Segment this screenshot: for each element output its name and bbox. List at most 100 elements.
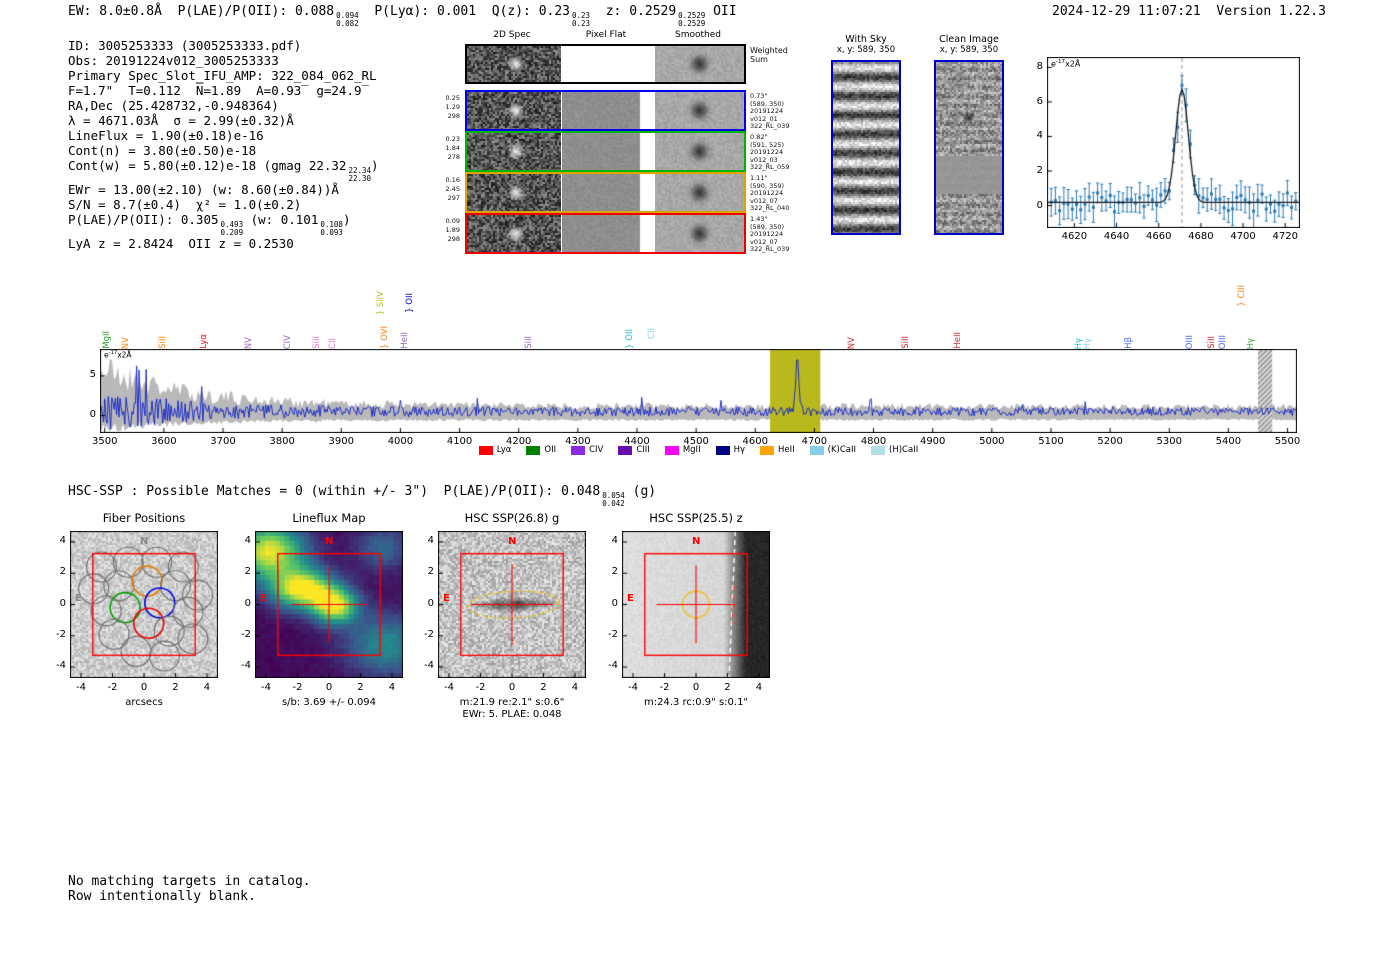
legend-label: (H)CaII <box>889 445 919 455</box>
text-run: RA,Dec (25.428732,-0.948364) <box>68 98 279 113</box>
y-axis-tick-label: 4 <box>427 534 434 546</box>
x-axis-tick-label: 3700 <box>210 436 236 447</box>
y-axis-tick-label: -2 <box>56 628 66 640</box>
panel-xlabel: arcsecs <box>125 697 163 708</box>
legend-item: MgII <box>664 445 701 455</box>
legend-label: HeII <box>778 445 795 455</box>
y-axis-tick-label: -2 <box>608 628 618 640</box>
cutout-left-value: 1.84 <box>445 144 460 152</box>
legend-color-swatch <box>760 445 774 455</box>
sup-sub-fraction: 22.34 22.30 <box>348 167 371 182</box>
x-axis-tick-label: -4 <box>76 682 86 693</box>
y-axis-tick-label: -2 <box>424 628 434 640</box>
emission-line-label: OIII <box>1184 334 1195 349</box>
legend-label: OII <box>544 445 557 455</box>
cutout-annotation: v012_07 <box>750 196 778 205</box>
text-run: EWr = 13.00(±2.10) (w: 8.60(±0.84))Å <box>68 182 339 197</box>
panel-xlabel: m:24.3 rc:0.9" s:0.1" <box>643 697 749 708</box>
info-line: EWr = 13.00(±2.10) (w: 8.60(±0.84))Å <box>68 182 379 197</box>
cutout-annotation: v012_01 <box>750 114 778 123</box>
emission-line-label: HeII <box>400 332 411 349</box>
emission-line-labels: MgII NV SiII Lyα NV CIV SiII CII} OVI} SiIV HeII… <box>100 252 1297 349</box>
full-spectrum-plot: MgII NV SiII Lyα NV CIV SiII CII} OVI} SiIV HeII… <box>90 285 1301 455</box>
sup-value: 0.108 <box>320 220 343 229</box>
spec2d-cutout <box>467 92 561 129</box>
panel-xlabel: m:21.9 re:2.1" s:0.6" <box>459 697 565 708</box>
emission-line-label: Hβ <box>1124 337 1135 349</box>
emission-line-label: SiII <box>311 336 322 349</box>
panel-galaxy <box>438 531 586 678</box>
y-axis-tick-label: 6 <box>1036 95 1043 107</box>
x-axis-tick-label: 3600 <box>151 436 177 447</box>
sup-value: 0.054 <box>602 491 625 500</box>
text-run: ID: 3005253333 (3005253333.pdf) <box>68 38 302 53</box>
legend-item: CIV <box>571 445 603 455</box>
x-axis-tick-label: -2 <box>107 682 118 693</box>
legend-label: Hγ <box>733 445 745 455</box>
pixel-flat-cutout <box>562 174 654 211</box>
galaxy-canvas <box>438 531 586 678</box>
cutout-left-value: 0.25 <box>445 94 460 102</box>
x-axis-tick-label: 4640 <box>1103 231 1130 242</box>
cutout-annotation: v012_03 <box>750 155 778 164</box>
legend-label: MgII <box>682 445 701 455</box>
sup-sub-fraction: 0.23 0.23 <box>572 12 590 27</box>
legend-color-swatch <box>478 445 493 455</box>
cutout-column-titles: 2D Spec Pixel Flat Smoothed <box>465 30 746 42</box>
x-axis-tick-label: 4620 <box>1061 231 1088 242</box>
compass-east-label: E <box>75 592 82 604</box>
sub-value: 0.042 <box>602 498 625 508</box>
footer-line-1: No matching targets in catalog. <box>68 874 311 889</box>
text-run: LineFlux = 1.90(±0.18)e-16 <box>68 128 264 143</box>
emission-line-label: Hγ <box>1083 337 1094 349</box>
cutout-left-value: 0.09 <box>445 217 460 225</box>
x-axis-tick-label: 0 <box>508 682 516 693</box>
info-line: F=1.7" T=0.112 N̅=1.89 A=0.93̅ g=24.9̅ <box>68 83 379 98</box>
emission-line-label: } SiIV <box>375 290 386 315</box>
col-title-2d-spec: 2D Spec <box>493 30 531 40</box>
y-axis-tick-label: 2 <box>244 566 251 578</box>
info-line: Obs: 20191224v012_3005253333 <box>68 53 379 68</box>
panel-title: Lineflux Map <box>292 511 366 525</box>
sup-value: 0.23 <box>572 11 591 20</box>
legend-color-swatch <box>526 445 541 455</box>
emission-line-label: SiII <box>157 336 168 349</box>
col-title-pixel-flat: Pixel Flat <box>585 30 627 40</box>
legend-color-swatch <box>871 445 886 455</box>
sup-value: 0.2529 <box>678 11 706 20</box>
info-line: P(LAE)/P(OII): 0.305 0.493 0.209 (w: 0.101… <box>68 212 379 236</box>
y-axis-tick-label: 2 <box>1036 165 1043 176</box>
x-axis-tick-label: 4720 <box>1272 231 1298 242</box>
text-run: e <box>104 350 109 360</box>
pixel-flat-cutout <box>562 215 654 252</box>
y-axis-tick-label: -4 <box>424 660 434 672</box>
x-axis-tick-label: 2 <box>172 682 179 693</box>
y-axis-tick-label: -4 <box>241 660 251 672</box>
text-run: P(Lyα): 0.001 Q(z): 0.23 <box>358 4 571 19</box>
y-axis-tick-label: 0 <box>89 408 96 420</box>
legend-color-swatch <box>664 445 679 455</box>
clean-image-title: Clean Image <box>939 34 999 45</box>
emission-line-label: SiII <box>1207 336 1218 349</box>
panel-title: Fiber Positions <box>102 511 186 525</box>
x-axis-tick-label: 0 <box>325 682 333 693</box>
x-axis-tick-label: 4400 <box>624 436 650 447</box>
text-run: LyA z = 2.8424 OII z = 0.2530 <box>68 236 294 251</box>
cutout-annotations: Weighted Sum 0.73" (589, 350) 20191224 v012_0… <box>750 44 800 256</box>
x-axis-tick-label: -4 <box>261 682 271 693</box>
emission-line-label: OIII <box>1218 334 1229 349</box>
cutout-annotation: Sum <box>750 55 768 64</box>
legend-color-swatch <box>715 445 730 455</box>
cutout-left-values: 0.25 1.29 298 0.23 1.84 278 0.16 2.45 297 0.09 1.8… <box>440 44 462 256</box>
text-run: Cont(w) = 5.80(±0.12)e-18 (gmag 22.32 <box>68 158 347 173</box>
sup-value: 0.094 <box>336 11 359 20</box>
x-axis-tick-label: 4000 <box>387 436 414 447</box>
cutout-row <box>465 172 746 213</box>
sup-sub-fraction: 0.2529 0.2529 <box>678 12 705 27</box>
cutout-grid <box>465 44 746 256</box>
info-line: LyA z = 2.8424 OII z = 0.2530 <box>68 236 379 251</box>
y-axis-tick-label: 4 <box>59 534 66 546</box>
cutout-annotation: 322_RL_039 <box>750 245 790 253</box>
cutout-annotation: 0.73" <box>750 92 768 100</box>
legend-label: (K)CaII <box>827 445 857 455</box>
